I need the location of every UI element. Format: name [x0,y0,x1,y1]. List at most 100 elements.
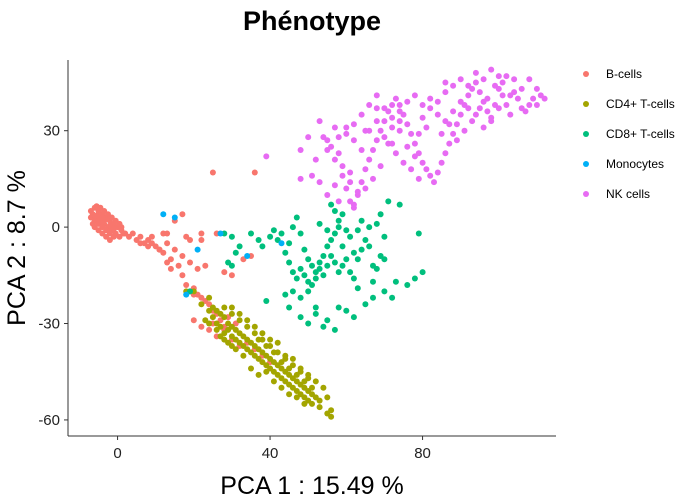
x-axis-ticks: 0 40 80 [113,436,431,462]
cd8-t-cells-point [324,243,331,250]
x-tick-label: 0 [113,445,121,462]
nk-cells-point [411,140,418,147]
cd4-t-cells-point [301,394,308,401]
cd8-t-cells-point [343,307,350,314]
cd8-t-cells-point [320,272,327,279]
nk-cells-point [381,118,388,125]
cd8-t-cells-point [316,265,323,272]
nk-cells-point [465,105,472,112]
b-cells-point [206,326,213,333]
cd8-t-cells-point [297,294,304,301]
cd8-t-cells-point [312,310,319,317]
b-cells-point [202,262,209,269]
cd4-t-cells-point [198,301,205,308]
legend-key-cd8-t-cells [583,131,589,137]
cd8-t-cells-point [358,217,365,224]
b-cells-point [251,169,258,176]
nk-cells-point [389,102,396,108]
cd8-t-cells-point [236,243,243,250]
b-cells-point [148,233,155,240]
legend-key-b-cells [583,71,589,77]
nk-cells-point [339,172,346,179]
nk-cells-point [305,134,312,141]
cd8-t-cells-point [373,220,380,227]
cd8-t-cells-point [335,304,342,311]
nk-cells-point [427,172,434,179]
cd8-t-cells-point [297,230,304,237]
nk-cells-point [526,76,533,83]
nk-cells-point [453,137,460,144]
nk-cells-point [297,147,304,153]
cd8-t-cells-point [335,217,342,224]
cd8-t-cells-point [381,233,388,240]
data-points [87,66,548,420]
nk-cells-point [381,134,388,141]
cd8-t-cells-point [362,301,369,308]
cd8-t-cells-point [331,326,338,333]
cd4-t-cells-point [278,375,285,382]
cd4-t-cells-point [232,336,239,343]
cd4-t-cells-point [225,326,232,333]
cd4-t-cells-point [328,413,335,420]
nk-cells-point [335,134,342,141]
nk-cells-point [450,108,457,115]
nk-cells-point [400,159,407,166]
nk-cells-point [522,108,529,115]
cd4-t-cells-point [259,349,266,356]
cd4-t-cells-point [240,343,247,349]
cd4-t-cells-point [278,384,285,391]
nk-cells-point [343,130,350,137]
nk-cells-point [389,140,396,147]
nk-cells-point [427,95,434,102]
cd4-t-cells-point [251,323,258,330]
monocytes-point [183,291,190,298]
nk-cells-point [450,130,457,137]
nk-cells-point [347,179,354,186]
cd8-t-cells-point [232,249,239,256]
nk-cells-point [396,102,403,108]
cd4-t-cells-point [274,339,281,346]
cd8-t-cells-point [343,256,350,263]
monocytes-point [217,230,224,237]
cd8-t-cells-point [305,288,312,295]
nk-cells-point [419,102,426,108]
cd8-t-cells-point [331,208,338,214]
legend-label-monocytes: Monocytes [606,157,664,171]
cd4-t-cells-point [328,407,335,414]
cd8-t-cells-point [328,253,335,259]
cd4-t-cells-point [206,294,213,301]
nk-cells-point [472,111,479,118]
nk-cells-point [518,85,525,92]
cd8-t-cells-point [396,201,403,208]
monocytes-point [160,211,167,218]
nk-cells-point [411,153,418,160]
nk-cells-point [404,143,411,150]
b-cells-point [137,240,144,247]
nk-cells-point [480,76,487,83]
nk-cells-point [373,137,380,144]
cd8-t-cells-point [289,224,296,231]
cd4-t-cells-point [244,323,251,330]
legend-key-nk-cells [583,191,589,197]
nk-cells-point [404,98,411,105]
nk-cells-point [366,156,373,163]
cd8-t-cells-point [370,278,376,285]
cd8-t-cells-point [415,230,422,237]
b-cells-point [110,225,117,232]
cd4-t-cells-point [236,310,243,317]
nk-cells-point [438,159,445,166]
cd8-t-cells-point [335,269,342,276]
cd8-t-cells-point [358,246,365,253]
cd4-t-cells-point [316,404,323,411]
cd4-t-cells-point [206,320,213,327]
b-cells-point [179,272,186,279]
nk-cells-point [370,175,376,182]
nk-cells-point [347,169,354,176]
nk-cells-point [450,82,457,89]
nk-cells-point [362,185,369,192]
nk-cells-point [316,118,323,125]
cd8-t-cells-point [366,243,373,250]
cd8-t-cells-point [324,317,331,324]
y-tick-label: -30 [38,316,60,333]
nk-cells-point [442,89,449,96]
